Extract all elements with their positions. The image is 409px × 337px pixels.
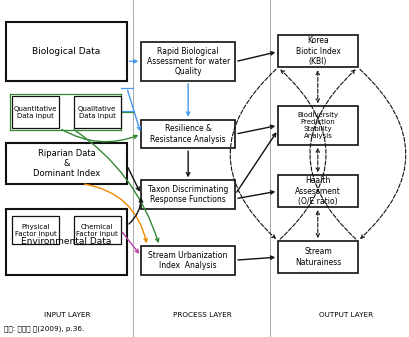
Text: OUTPUT LAYER: OUTPUT LAYER (319, 312, 373, 318)
FancyBboxPatch shape (6, 209, 127, 275)
Text: Riparian Data
&
Dominant Index: Riparian Data & Dominant Index (33, 149, 100, 178)
FancyBboxPatch shape (278, 106, 358, 145)
Text: Taxon Discriminating
Response Functions: Taxon Discriminating Response Functions (148, 185, 228, 204)
FancyBboxPatch shape (12, 216, 59, 244)
Text: PROCESS LAYER: PROCESS LAYER (173, 312, 232, 318)
FancyBboxPatch shape (6, 143, 127, 184)
Text: Environmental Data: Environmental Data (21, 237, 112, 246)
Text: Chemical
Factor input: Chemical Factor input (76, 223, 118, 237)
FancyBboxPatch shape (278, 175, 358, 207)
Text: INPUT LAYER: INPUT LAYER (44, 312, 91, 318)
FancyBboxPatch shape (141, 180, 235, 209)
Text: Stream Urbanization
Index  Analysis: Stream Urbanization Index Analysis (148, 251, 228, 270)
Text: Physical
Factor input: Physical Factor input (15, 223, 57, 237)
Text: Health
Assessment
(O/E ratio): Health Assessment (O/E ratio) (295, 176, 341, 206)
Text: 자료: 노태호 외(2009), p.36.: 자료: 노태호 외(2009), p.36. (4, 325, 84, 332)
Text: Rapid Biological
Assessment for water
Quality: Rapid Biological Assessment for water Qu… (146, 47, 230, 76)
Text: Resilience &
Resistance Analysis: Resilience & Resistance Analysis (151, 124, 226, 144)
FancyBboxPatch shape (141, 42, 235, 81)
FancyBboxPatch shape (74, 216, 121, 244)
FancyBboxPatch shape (278, 35, 358, 67)
Text: Korea
Biotic Index
(KBI): Korea Biotic Index (KBI) (296, 36, 340, 66)
FancyBboxPatch shape (278, 241, 358, 273)
FancyBboxPatch shape (141, 120, 235, 148)
Text: Qualitative
Data input: Qualitative Data input (78, 105, 116, 119)
Text: Quantitative
Data input: Quantitative Data input (14, 105, 58, 119)
FancyBboxPatch shape (12, 96, 59, 128)
FancyBboxPatch shape (74, 96, 121, 128)
FancyBboxPatch shape (6, 22, 127, 81)
Text: Biodiversity
Prediction
Stability
Analysis: Biodiversity Prediction Stability Analys… (297, 112, 339, 139)
Text: Stream
Naturainess: Stream Naturainess (295, 247, 341, 267)
FancyBboxPatch shape (141, 246, 235, 275)
Text: Biological Data: Biological Data (32, 47, 101, 56)
